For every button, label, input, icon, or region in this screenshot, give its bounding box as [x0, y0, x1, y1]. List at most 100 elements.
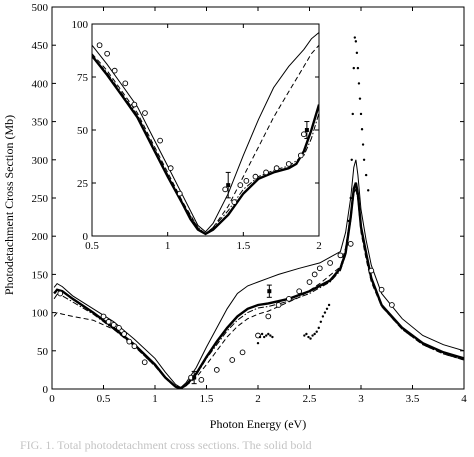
main-dot-point	[313, 332, 316, 336]
main-dot-point	[354, 40, 358, 43]
main-dot-point	[307, 335, 310, 339]
inset-open-circle-point	[142, 110, 148, 116]
main-dot-point	[319, 320, 323, 323]
main-open-circle-point	[265, 313, 272, 320]
main-ytick-label: 250	[32, 193, 49, 205]
main-series-group	[53, 36, 464, 389]
main-open-circle-point	[105, 318, 112, 325]
main-dot-point	[347, 219, 350, 223]
main-ytick-label: 50	[37, 346, 49, 358]
main-open-circle-point	[337, 252, 344, 259]
main-xtick-label: 3.5	[406, 393, 420, 405]
main-dot-point	[350, 158, 353, 161]
inset-open-circle-point	[222, 186, 229, 193]
main-dot-point	[303, 334, 306, 337]
main-dot-point	[355, 51, 359, 55]
main-ytick-label: 150	[32, 269, 49, 281]
main-xtick-label: 3	[358, 393, 364, 405]
inset-open-circle-point	[243, 178, 250, 184]
main-dot-point	[353, 36, 357, 39]
main-dot-point	[352, 66, 355, 70]
main-dot-point	[267, 332, 270, 336]
main-open-circle-point	[116, 325, 122, 331]
main-dot-point	[321, 315, 325, 318]
inset-open-circle-point	[96, 42, 103, 49]
inset-open-circle-point	[176, 190, 183, 197]
main-axis-ticks: 0 0.5 1 1.5 2 2.5 3 3.5 405010015020025030035040…	[32, 2, 468, 405]
main-ytick-label: 450	[32, 40, 49, 52]
main-dot-point	[323, 311, 327, 314]
inset-open-circle-point	[301, 131, 307, 138]
main-open-circle-point	[296, 288, 303, 295]
main-open-circle-point	[389, 302, 395, 308]
inset-open-circle-point	[297, 152, 304, 159]
inset-open-circle-point	[131, 101, 138, 108]
inset-series-clip	[92, 32, 319, 236]
main-dot-point	[325, 307, 329, 310]
inset-ytick-label: 75	[77, 72, 89, 84]
inset-open-circle-point	[122, 80, 129, 87]
inset-open-circle-point	[237, 182, 244, 188]
inset-series-dashed	[92, 44, 319, 235]
inset-xtick-label: 2	[316, 240, 322, 252]
main-dot-point	[271, 335, 274, 339]
main-dot-point	[258, 335, 262, 339]
main-dot-point	[367, 189, 370, 192]
inset-axis-ticks: 0.5 1 1.5 2 0 25 50 75 100	[72, 19, 322, 252]
main-dot-point	[311, 334, 314, 337]
main-dot-point	[305, 332, 308, 336]
main-error-point	[267, 289, 272, 294]
inset-error-point	[226, 183, 231, 188]
inset-series-solid-bold	[92, 55, 319, 236]
main-ytick-label: 500	[32, 2, 49, 14]
inset-open-circle-point	[157, 137, 163, 144]
main-xtick-label: 2	[255, 393, 261, 405]
main-open-circle-point	[141, 359, 148, 366]
main-xtick-label: 2.5	[303, 393, 317, 405]
main-dot-point	[256, 341, 260, 345]
main-open-circle-point	[275, 302, 282, 308]
y-axis-label: Photodetachment Cross Section (Mb)	[2, 115, 16, 295]
main-xtick-label: 0.5	[97, 393, 111, 405]
inset-open-circle-point	[231, 199, 238, 205]
inset-open-circle-point	[252, 173, 259, 180]
main-open-circle-point	[306, 279, 313, 285]
main-open-circle-point	[239, 349, 246, 356]
inset-ytick-label: 25	[77, 178, 89, 190]
main-ytick-label: 200	[32, 231, 49, 243]
main-open-circle-point	[131, 343, 138, 350]
main-open-circle-point	[286, 295, 292, 302]
inset-ytick-label: 50	[77, 125, 89, 137]
inset-xtick-label: 1.5	[236, 240, 250, 252]
main-open-circle-point	[378, 286, 385, 293]
main-series-clip	[53, 36, 464, 389]
inset-open-circle-point	[104, 50, 110, 57]
main-ytick-label: 0	[43, 384, 49, 396]
main-open-circle-point	[368, 267, 375, 274]
main-open-circle-point	[229, 357, 236, 363]
main-open-circle-point	[213, 367, 220, 373]
main-dot-point	[358, 97, 362, 100]
main-dot-point	[356, 66, 360, 70]
main-dot-point	[362, 158, 366, 161]
main-open-circle-point	[198, 376, 205, 383]
main-open-circle-point	[121, 331, 127, 337]
main-dot-point	[265, 334, 268, 337]
inset-series-group	[92, 32, 319, 236]
main-dot-point	[262, 335, 266, 339]
main-dot-point	[357, 82, 361, 85]
inset-xtick-label: 1	[165, 240, 171, 252]
main-ytick-label: 100	[32, 308, 49, 320]
main-open-circle-point	[347, 240, 354, 247]
inset-open-circle-point	[263, 169, 269, 176]
figure-caption: FIG. 1. Total photodetachment cross sect…	[20, 438, 312, 452]
main-open-circle-point	[311, 271, 318, 278]
main-open-circle-point	[327, 260, 333, 266]
main-dot-point	[361, 143, 365, 146]
main-open-circle-point	[110, 321, 117, 328]
main-dot-point	[327, 303, 331, 307]
main-dot-point	[349, 196, 352, 200]
main-open-circle-point	[100, 313, 107, 320]
main-dot-point	[315, 330, 318, 333]
inset-open-circle-point	[273, 165, 280, 172]
